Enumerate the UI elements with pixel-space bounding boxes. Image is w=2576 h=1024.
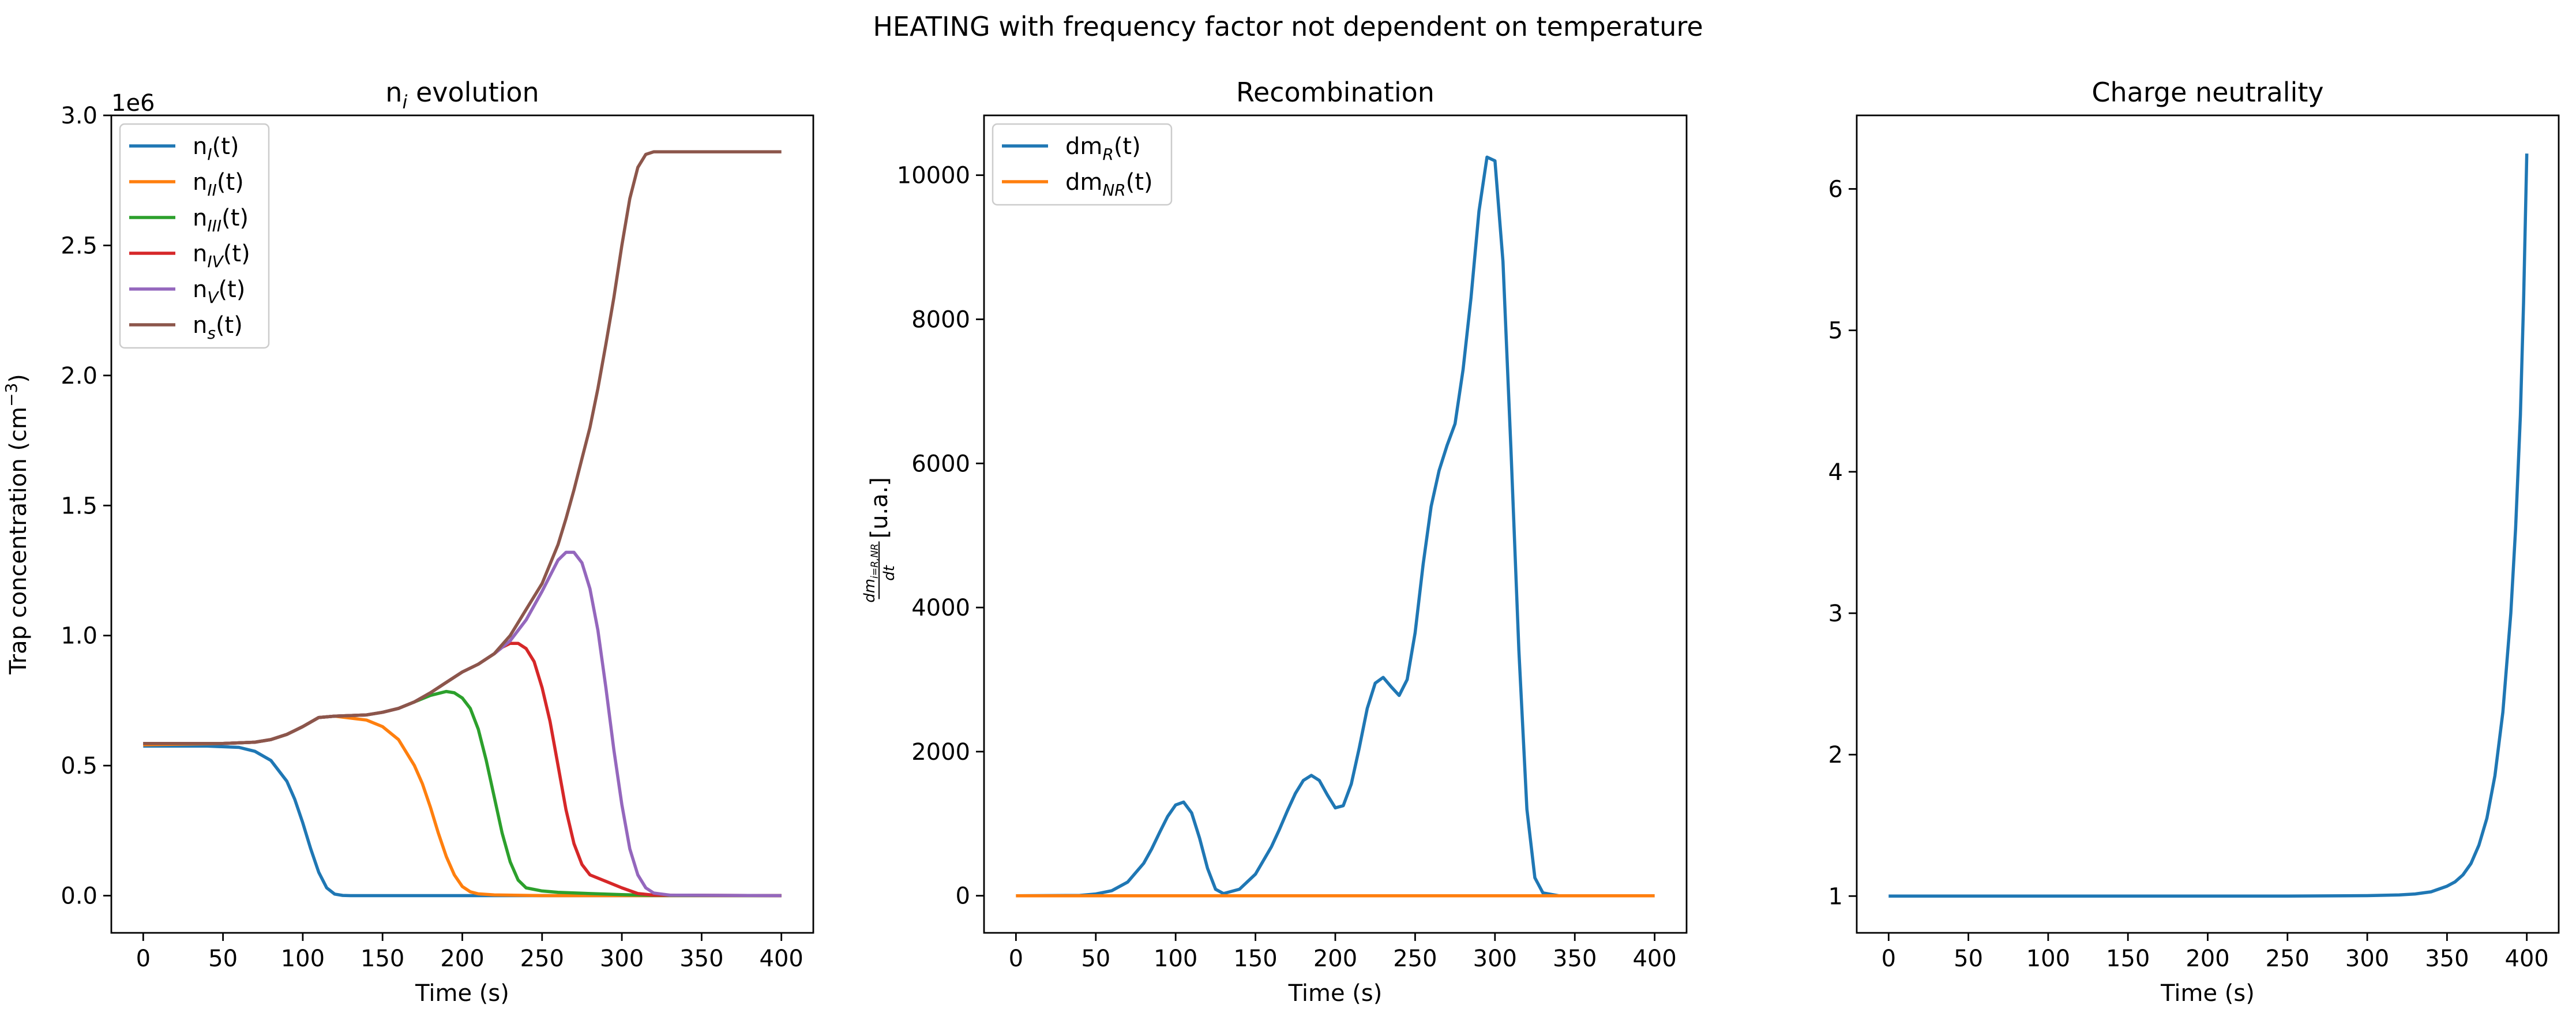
y-tick-label: 1.5 xyxy=(61,493,97,519)
x-tick-label: 200 xyxy=(1313,946,1357,972)
y-tick-label: 2000 xyxy=(911,739,970,766)
y-tick-label: 0.5 xyxy=(61,753,97,779)
plot-frame xyxy=(983,114,1688,934)
series-line-1 xyxy=(1016,155,1655,898)
x-tick-label: 50 xyxy=(208,946,238,972)
x-tick-label: 400 xyxy=(760,946,803,972)
y-tick-label: 8000 xyxy=(911,306,970,333)
y-tick-label: 3 xyxy=(1828,601,1843,627)
x-tick-label: 250 xyxy=(2266,946,2310,972)
x-tick-label: 50 xyxy=(1081,946,1110,972)
x-tick-label: 0 xyxy=(1882,946,1896,972)
y-tick-label: 2.0 xyxy=(61,363,97,389)
chart-panel-2: 0 50 100 150 200 250 300 350 4000200040006000800… xyxy=(861,77,1688,1007)
chart-panel-3: 0 50 100 150 200 250 300 350 400 1 2 3 4 5 6 Time (s) Ch… xyxy=(1828,77,2560,1007)
y-label-suffix: [u.a.] xyxy=(866,477,893,539)
x-tick-label: 150 xyxy=(2106,946,2150,972)
legend-entry: ns(t) xyxy=(193,312,243,343)
series-lines xyxy=(1888,153,2529,898)
y-tick-label: 6000 xyxy=(911,451,970,477)
legend: dmR(t) dmNR(t) xyxy=(992,123,1173,206)
x-tick-label: 350 xyxy=(679,946,723,972)
x-tick-label: 100 xyxy=(281,946,325,972)
x-tick-label: 200 xyxy=(440,946,484,972)
y-label-denominator: dt xyxy=(881,565,898,581)
y-axis-ticks: 0.0 0.5 1.0 1.5 2.0 2.5 3.0 xyxy=(61,103,111,910)
x-axis-label: Time (s) xyxy=(2160,980,2255,1007)
x-axis-ticks: 0 50 100 150 200 250 300 350 400 xyxy=(1882,933,2549,972)
y-axis-ticks: 1 2 3 4 5 6 xyxy=(1828,176,1857,910)
chart-panels: 0 50 100 150 200 250 300 350 4000.00.51.01.52.02… xyxy=(2,77,2560,1007)
series-lines xyxy=(143,150,782,898)
x-tick-label: 100 xyxy=(2026,946,2070,972)
legend-frame xyxy=(992,123,1173,206)
x-tick-label: 300 xyxy=(1473,946,1517,972)
x-tick-label: 350 xyxy=(1553,946,1597,972)
series-lines xyxy=(1016,155,1655,898)
x-tick-label: 150 xyxy=(1233,946,1277,972)
x-axis-label: Time (s) xyxy=(1288,980,1383,1007)
legend-entry: dmNR(t) xyxy=(1065,169,1153,200)
y-tick-label: 6 xyxy=(1828,176,1843,202)
x-axis-ticks: 0 50 100 150 200 250 300 350 400 xyxy=(1009,933,1677,972)
x-axis-ticks: 0 50 100 150 200 250 300 350 400 xyxy=(136,933,803,972)
y-tick-label: 3.0 xyxy=(61,103,97,129)
legend-entry: nIV(t) xyxy=(193,241,250,271)
series-line-5 xyxy=(143,550,782,898)
y-tick-label: 2.5 xyxy=(61,232,97,259)
y-tick-label: 5 xyxy=(1828,318,1843,344)
legend-entry: nI(t) xyxy=(193,133,239,164)
x-tick-label: 250 xyxy=(520,946,564,972)
legend-entry: dmR(t) xyxy=(1065,133,1141,164)
x-tick-label: 0 xyxy=(1009,946,1023,972)
x-tick-label: 150 xyxy=(361,946,404,972)
y-tick-label: 1.0 xyxy=(61,623,97,650)
x-tick-label: 400 xyxy=(1632,946,1676,972)
chart-title: Recombination xyxy=(1236,77,1435,108)
chart-title: ni evolution xyxy=(385,77,539,113)
figure-suptitle: HEATING with frequency factor not depend… xyxy=(873,11,1703,42)
plot-frame xyxy=(1856,114,2560,934)
series-line-1 xyxy=(1888,153,2529,898)
series-line-3 xyxy=(143,689,782,898)
x-tick-label: 100 xyxy=(1154,946,1197,972)
x-tick-label: 50 xyxy=(1954,946,1983,972)
y-tick-label: 2 xyxy=(1828,742,1843,768)
y-tick-label: 10000 xyxy=(897,163,970,189)
x-tick-label: 400 xyxy=(2505,946,2549,972)
y-axis-ticks: 0 2000 4000 6000 8000 10000 xyxy=(897,163,984,910)
y-label-numerator: dmi=R,NR xyxy=(861,543,881,603)
x-tick-label: 300 xyxy=(600,946,644,972)
x-tick-label: 350 xyxy=(2425,946,2469,972)
y-tick-label: 0 xyxy=(956,883,970,910)
x-tick-label: 200 xyxy=(2186,946,2229,972)
legend: nI(t) nII(t) nIII(t) nIV(t) nV(t) ns(t) xyxy=(119,123,270,349)
series-line-4 xyxy=(143,642,782,898)
y-tick-label: 4 xyxy=(1828,459,1843,486)
y-tick-label: 1 xyxy=(1828,883,1843,910)
y-tick-label: 0.0 xyxy=(61,883,97,910)
y-offset-text: 1e6 xyxy=(111,90,155,117)
series-line-1 xyxy=(143,744,782,898)
x-tick-label: 250 xyxy=(1393,946,1437,972)
y-tick-label: 4000 xyxy=(911,595,970,621)
y-axis-label: dmi=R,NR dt [u.a.] xyxy=(861,477,898,603)
y-axis-label: Trap concentration (cm−3) xyxy=(2,374,32,675)
x-tick-label: 0 xyxy=(136,946,151,972)
legend-entry: nII(t) xyxy=(193,169,244,200)
x-axis-label: Time (s) xyxy=(415,980,509,1007)
chart-panel-1: 0 50 100 150 200 250 300 350 400 0.0 0.5 1.0 1.5 2.0 2… xyxy=(2,77,814,1007)
x-tick-label: 300 xyxy=(2345,946,2389,972)
chart-title: Charge neutrality xyxy=(2091,77,2323,108)
legend-frame xyxy=(119,123,270,349)
legend-entry: nIII(t) xyxy=(193,205,249,235)
series-line-6 xyxy=(143,150,782,745)
legend-entry: nV(t) xyxy=(193,276,245,307)
